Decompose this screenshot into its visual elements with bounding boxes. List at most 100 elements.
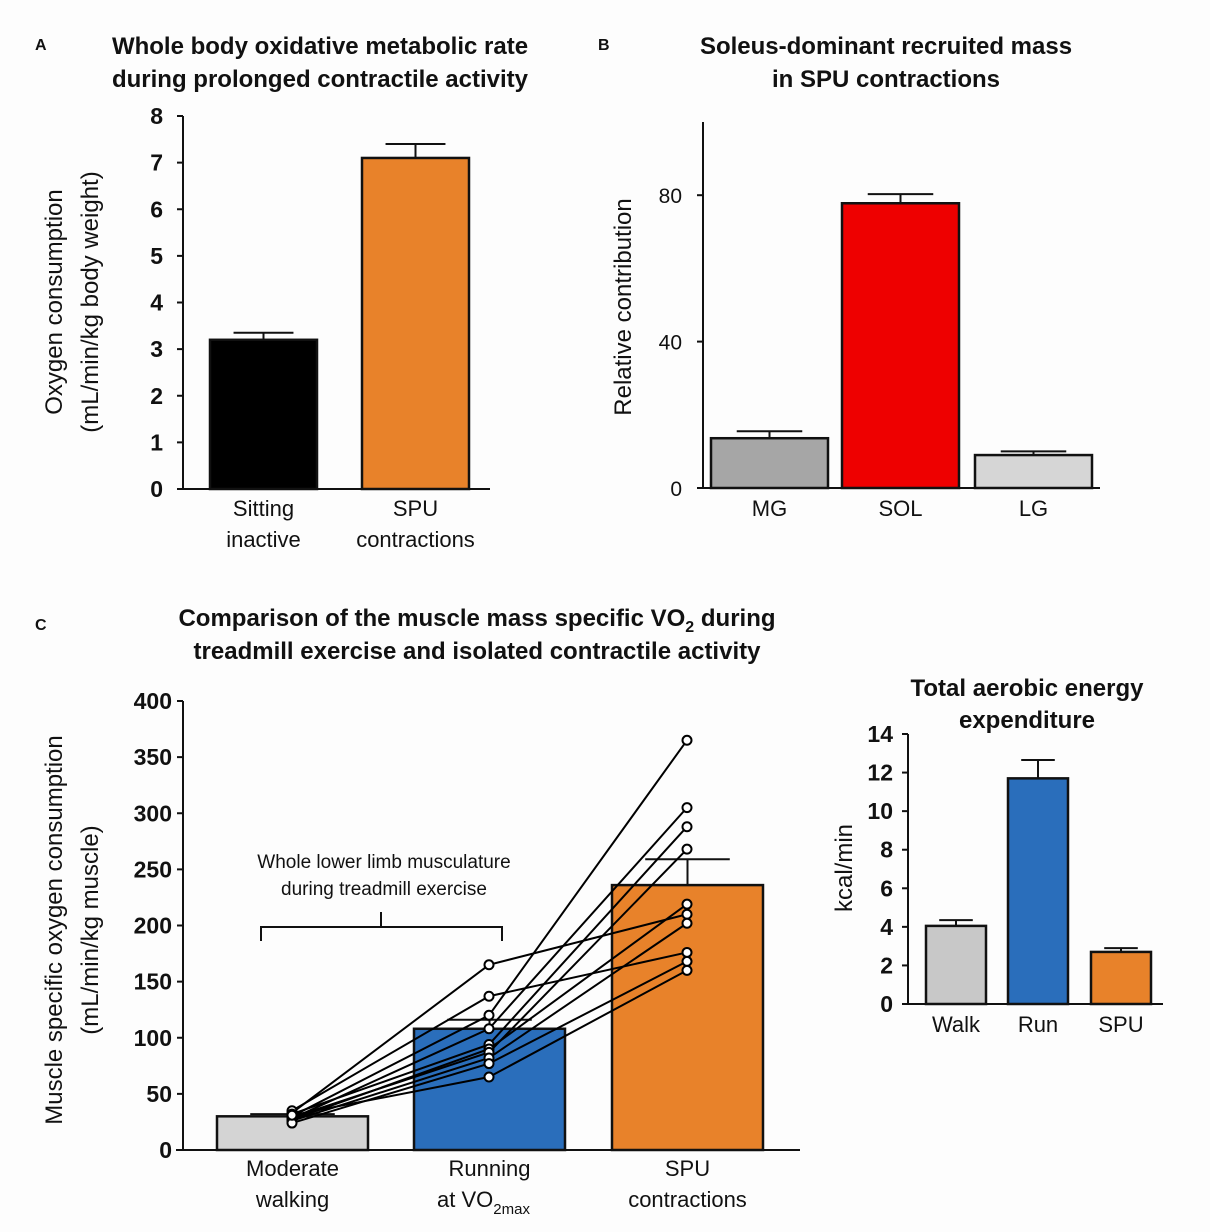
panel-a-ytick-label: 2 (150, 383, 163, 409)
panel-c-inset-bar (1089, 950, 1153, 1006)
panel-c-category-label: walking (255, 1187, 329, 1212)
panel-c-ytick-label: 350 (134, 744, 172, 770)
panel-a-ytick-label: 3 (150, 336, 163, 362)
panel-c-inset-category-label: Walk (932, 1012, 981, 1037)
panel-c-inset-ytick-label: 4 (880, 914, 893, 940)
panel-c-ytick-label: 150 (134, 969, 172, 995)
panel-a-title-line1: Whole body oxidative metabolic rate (112, 33, 528, 60)
panel-c-category-label: Moderate (246, 1156, 339, 1181)
subject-point (483, 1058, 495, 1070)
panel-c-inset-ytick-label: 10 (867, 798, 893, 824)
panel-a-ytick-label: 5 (150, 243, 163, 269)
panel-c-category-label: SPU (665, 1156, 710, 1181)
subject-point (483, 1023, 495, 1035)
panel-a-ytick-label: 0 (150, 476, 163, 502)
panel-a-category-label: SPU (393, 496, 438, 521)
panel-c-inset-error-bar (1104, 947, 1138, 952)
panel-a-ylabel-line1: Oxygen consumption (41, 189, 68, 414)
panel-c-inset-bar (924, 924, 988, 1006)
subscript: 2max (493, 1201, 530, 1218)
panel-c-ytick-label: 300 (134, 800, 172, 826)
inset-ylabel: kcal/min (831, 824, 858, 912)
subject-point (681, 946, 693, 958)
panel-c-inset-ytick-label: 6 (880, 875, 893, 901)
annotation-bracket (260, 912, 503, 941)
panel-a-error-bar (385, 142, 446, 158)
panel-c-category-label: at VO2max (437, 1187, 530, 1218)
panel-c-ytick-label: 100 (134, 1025, 172, 1051)
panel-c-title-line1: Comparison of the muscle mass specific V… (178, 605, 775, 636)
subject-point (681, 802, 693, 814)
panel-b-error-bar (736, 430, 803, 439)
panel-a-ytick-label: 8 (150, 103, 163, 129)
subject-point (681, 898, 693, 910)
subject-point (483, 1071, 495, 1083)
panel-b-bar (709, 436, 830, 490)
panel-a-category-label: contractions (356, 527, 475, 552)
subject-point (483, 959, 495, 971)
panel-c-ytick-label: 0 (159, 1137, 172, 1163)
panel-c-inset-ytick-label: 14 (867, 721, 893, 747)
panel-a-ylabel-line2: (mL/min/kg body weight) (77, 171, 104, 432)
panel-c-inset-error-bar (939, 919, 973, 926)
panel-b-ytick-label: 0 (670, 478, 682, 501)
panel-c-inset-error-bar (1021, 759, 1055, 779)
panel-a-category-label: Sitting (233, 496, 294, 521)
panel-label-b: B (598, 37, 610, 54)
panel-c-ylabel-line2: (mL/min/kg muscle) (77, 825, 104, 1034)
inset-title-line1: Total aerobic energy (911, 675, 1145, 702)
panel-c-inset-ytick-label: 0 (880, 991, 893, 1017)
panel-c-ytick-label: 200 (134, 913, 172, 939)
subject-point (681, 843, 693, 855)
subject-point (681, 955, 693, 967)
subject-point (681, 917, 693, 929)
panel-c-category-label: contractions (628, 1187, 747, 1212)
subject-point (286, 1109, 298, 1121)
panel-a-error-bar (233, 331, 294, 340)
panel-c-title-sub: 2 (685, 619, 694, 636)
panel-c-error-bar (645, 858, 730, 886)
annotation-line1: Whole lower limb musculature (257, 852, 510, 873)
subject-point (483, 1009, 495, 1021)
panel-b-category-label: SOL (878, 496, 922, 521)
panel-a-ytick-label: 1 (150, 429, 163, 455)
panel-c-title-pre: Comparison of the muscle mass specific V… (178, 605, 685, 632)
panel-c-category-label: Running (449, 1156, 531, 1181)
panel-b-ytick-label: 40 (659, 332, 682, 355)
subject-point (681, 908, 693, 920)
panel-b-ytick-label: 80 (659, 185, 682, 208)
panel-a-chart: 0 1 2 3 4 5 6 7 8 Sitting inactive SPU contractions (150, 103, 490, 552)
panel-b-category-label: LG (1019, 496, 1048, 521)
panel-a-bar (208, 338, 319, 491)
subject-point (681, 821, 693, 833)
panel-c-ytick-label: 50 (146, 1081, 172, 1107)
panel-c-ytick-label: 250 (134, 856, 172, 882)
panel-a-ytick-label: 4 (150, 290, 163, 316)
panel-a-ytick-label: 6 (150, 196, 163, 222)
panel-b-bar (840, 202, 961, 490)
panel-b-title-line1: Soleus-dominant recruited mass (700, 33, 1072, 60)
panel-b-category-label: MG (752, 496, 787, 521)
panel-a-title-line2: during prolonged contractile activity (112, 66, 529, 93)
panel-label-a: A (35, 37, 47, 54)
panel-c-chart: 0 50 100 150 200 250 300 350 400 Moderate walking R… (134, 688, 800, 1218)
panel-b-error-bar (867, 193, 934, 204)
panel-a-category-label: inactive (226, 527, 301, 552)
panel-c-ylabel-line1: Muscle specific oxygen consumption (41, 735, 68, 1125)
panel-label-c: C (35, 617, 47, 634)
inset-title-line2: expenditure (959, 707, 1095, 734)
panel-c-title-post: during (694, 605, 775, 632)
annotation-line2: during treadmill exercise (281, 879, 487, 900)
panel-b-bar (973, 453, 1094, 490)
panel-a-ytick-label: 7 (150, 150, 163, 176)
panel-c-inset-category-label: Run (1018, 1012, 1058, 1037)
subject-point (681, 734, 693, 746)
panel-c-title-line2: treadmill exercise and isolated contract… (194, 638, 762, 665)
panel-b-ylabel: Relative contribution (610, 198, 637, 415)
panel-c-bar (215, 1115, 370, 1152)
panel-c-inset-ytick-label: 12 (867, 760, 893, 786)
subject-point (681, 964, 693, 976)
panel-a-bar (360, 156, 471, 491)
panel-c-inset-ytick-label: 2 (880, 952, 893, 978)
panel-c-ytick-label: 400 (134, 688, 172, 714)
